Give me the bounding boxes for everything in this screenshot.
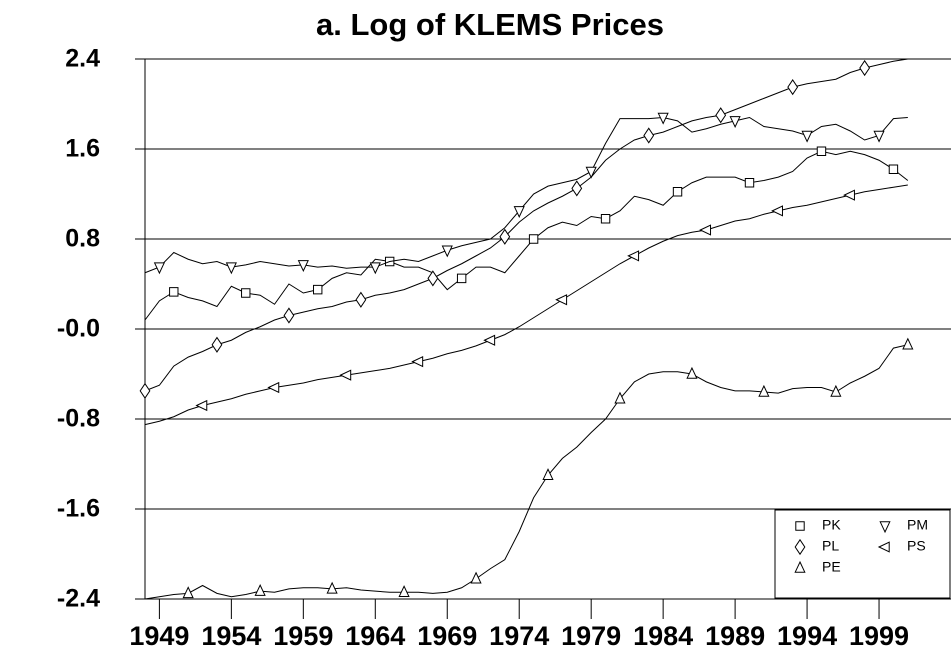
series-line (144, 344, 908, 600)
data-point (470, 571, 482, 584)
legend-marker (794, 538, 806, 556)
data-point (873, 130, 885, 143)
data-point (902, 337, 914, 350)
data-point (169, 287, 179, 297)
data-point (456, 273, 467, 284)
data-point (830, 384, 842, 397)
legend-marker (877, 541, 890, 553)
data-point (729, 116, 741, 129)
data-point (139, 382, 151, 399)
data-point (267, 381, 280, 394)
data-point (483, 334, 496, 346)
data-point (427, 270, 439, 287)
x-tick-label: 1989 (705, 621, 765, 651)
x-tick-label: 1984 (633, 621, 693, 651)
x-tick-label: 1974 (489, 621, 549, 651)
data-point (843, 189, 855, 201)
data-point (355, 291, 367, 308)
legend-label: PS (907, 538, 926, 554)
data-point (744, 178, 755, 188)
data-point (657, 112, 669, 125)
data-point (441, 245, 453, 258)
data-point (195, 399, 208, 412)
data-point (614, 391, 626, 404)
data-point (297, 260, 309, 273)
legend-label: PL (822, 538, 839, 554)
y-tick-label: -2.4 (57, 585, 100, 613)
data-point (715, 107, 727, 124)
data-point (528, 234, 539, 244)
chart-title: a. Log of KLEMS Prices (316, 7, 664, 42)
data-point (411, 356, 424, 368)
legend-label: PK (822, 517, 841, 533)
series-line (144, 58, 908, 392)
data-point (758, 384, 770, 397)
data-point (600, 214, 611, 224)
data-point (859, 59, 871, 77)
data-point (153, 262, 165, 275)
x-tick-label: 1959 (273, 621, 333, 651)
data-point (182, 586, 194, 599)
y-tick-label: 2.4 (65, 45, 100, 73)
data-point (771, 205, 783, 217)
data-point (398, 585, 410, 597)
data-point (627, 250, 640, 262)
data-point (571, 180, 583, 197)
y-tick-label: -0.8 (57, 405, 100, 433)
x-tick-label: 1949 (129, 621, 189, 651)
y-tick-label: 0.8 (65, 225, 100, 253)
data-point (699, 224, 712, 236)
data-point (326, 581, 338, 594)
data-point (211, 336, 223, 353)
data-point (339, 369, 352, 381)
legend-marker (795, 521, 805, 531)
series-line (144, 150, 909, 321)
data-point (513, 206, 525, 219)
data-point (254, 583, 266, 596)
data-point (283, 307, 295, 324)
data-point (686, 366, 698, 379)
x-tick-label: 1999 (849, 621, 909, 651)
data-point (801, 130, 813, 143)
x-tick-label: 1964 (345, 621, 405, 651)
data-point (369, 262, 381, 275)
data-point (787, 79, 799, 96)
data-point (241, 288, 251, 298)
legend-marker (879, 521, 891, 534)
y-tick-label: 1.6 (65, 135, 100, 163)
legend-label: PE (822, 559, 841, 575)
legend-marker (794, 560, 806, 573)
y-tick-label: -1.6 (57, 495, 100, 523)
data-point (672, 187, 683, 197)
x-tick-label: 1969 (417, 621, 477, 651)
data-point (499, 228, 511, 245)
data-point (542, 468, 554, 480)
legend-label: PM (907, 517, 928, 533)
data-point (225, 262, 237, 275)
data-point (585, 166, 597, 179)
x-tick-label: 1994 (777, 621, 837, 651)
data-point (555, 294, 568, 306)
data-point (313, 284, 323, 295)
x-tick-label: 1954 (201, 621, 261, 651)
x-tick-label: 1979 (561, 621, 621, 651)
data-point (816, 146, 827, 156)
data-point (888, 164, 899, 174)
y-tick-label: -0.0 (57, 315, 100, 343)
series-line (144, 116, 908, 274)
data-point (643, 127, 655, 144)
